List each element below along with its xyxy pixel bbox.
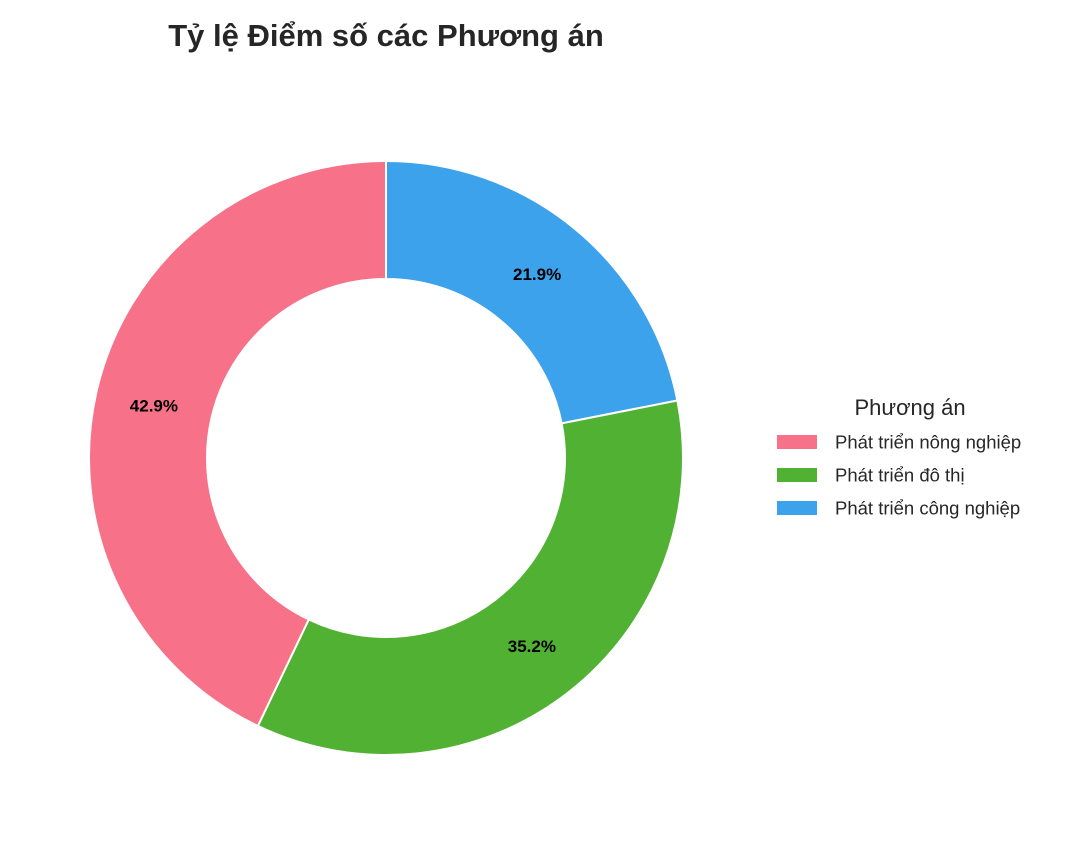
legend-label-phat-trien-cong-nghiep: Phát triển công nghiệp <box>835 498 1020 519</box>
legend-swatch-phat-trien-do-thi <box>777 468 817 482</box>
legend-label-phat-trien-nong-nghiep: Phát triển nông nghiệp <box>835 432 1021 453</box>
slice-phat-trien-cong-nghiep <box>385 159 679 425</box>
percent-label-phat-trien-nong-nghiep: 42.9% <box>130 396 178 415</box>
slice-phat-trien-nong-nghiep <box>88 159 387 728</box>
percent-label-phat-trien-do-thi: 35.2% <box>508 637 556 656</box>
percent-label-phat-trien-cong-nghiep: 21.9% <box>513 265 561 284</box>
donut-slices <box>88 159 684 756</box>
legend-swatch-phat-trien-cong-nghiep <box>777 501 817 515</box>
chart-title: Tỷ lệ Điểm số các Phương án <box>168 18 604 53</box>
legend-title: Phương án <box>854 395 965 420</box>
legend-swatch-phat-trien-nong-nghiep <box>777 435 817 449</box>
legend-label-phat-trien-do-thi: Phát triển đô thị <box>835 465 965 486</box>
percent-labels: 21.9% 35.2% 42.9% <box>130 265 561 656</box>
legend: Phương án Phát triển nông nghiệp Phát tri… <box>777 395 1021 519</box>
slice-phat-trien-do-thi <box>256 399 684 756</box>
